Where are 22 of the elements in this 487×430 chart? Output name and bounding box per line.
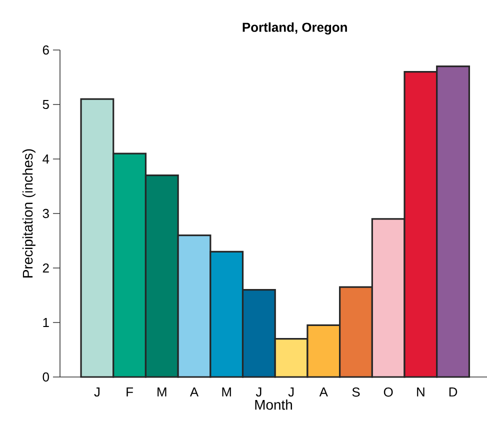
y-tick-label: 0 [42,372,49,382]
x-tick-label: F [126,388,133,396]
y-axis-title: Precipitation (inches) [22,149,36,278]
x-tick-label: A [190,388,199,396]
chart-title: Portland, Oregon [242,22,347,35]
x-tick-label: J [288,388,294,397]
x-tick-label: O [384,388,393,397]
x-tick-label: M [158,388,166,396]
x-axis-title: Month [255,400,292,410]
x-tick-label: J [256,388,262,397]
x-tick-label: S [352,388,360,397]
x-tick-label: A [319,388,328,396]
y-tick-label: 1 [43,318,49,327]
x-tick-label: M [222,388,231,396]
y-tick-label: 5 [42,100,49,110]
y-tick-label: 3 [42,208,49,218]
y-tick-label: 4 [42,154,50,164]
x-tick-label: D [449,388,458,396]
x-tick-label: J [94,388,100,397]
x-tick-label: N [417,388,424,396]
y-tick-label: 6 [42,45,49,55]
y-tick-label: 2 [42,263,49,273]
